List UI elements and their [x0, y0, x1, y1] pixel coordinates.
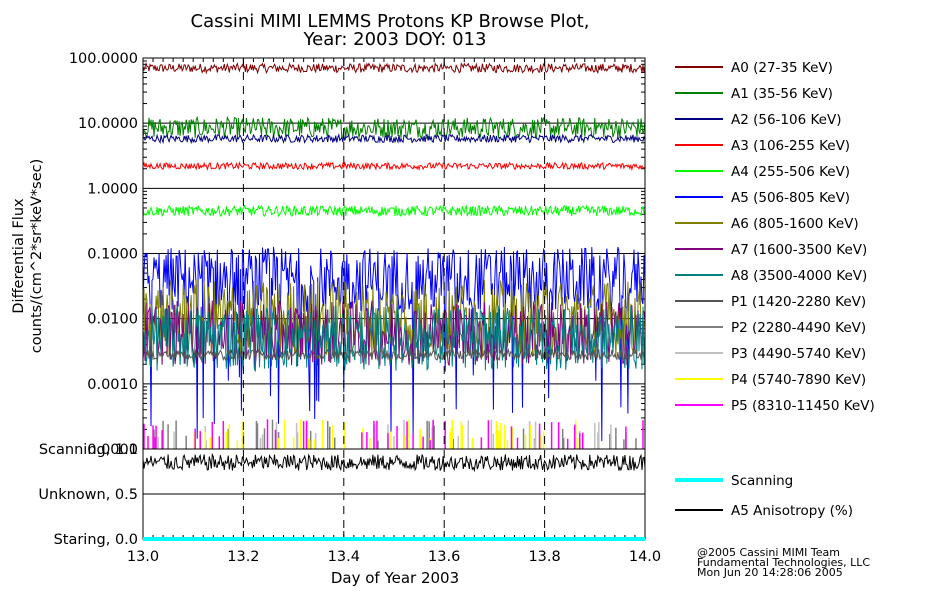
y-tick-label: 0.1000 — [87, 247, 138, 263]
status-tick-label: Unknown, 0.5 — [38, 487, 138, 503]
chart-title: Cassini MIMI LEMMS Protons KP Browse Plo… — [191, 11, 590, 32]
footer-copyright: @2005 Cassini MIMI Team — [697, 546, 840, 559]
series-line — [142, 203, 646, 218]
series-line — [143, 133, 646, 145]
series-line — [142, 115, 646, 140]
legend-label: Scanning — [731, 473, 793, 489]
x-tick-label: 13.2 — [227, 549, 259, 565]
y-axis-label-line1: Differential Flux — [11, 198, 27, 314]
y-axis-label-line2: counts/(cm^2*sr*keV*sec) — [29, 159, 45, 354]
legend-label: P2 (2280-4490 KeV) — [731, 320, 866, 336]
legend-label: P1 (1420-2280 KeV) — [731, 294, 866, 310]
series-line — [142, 300, 646, 367]
legend-label: P5 (8310-11450 KeV) — [731, 398, 875, 414]
series-line — [142, 61, 646, 75]
y-tick-label: 0.0001 — [87, 442, 138, 458]
y-tick-label: 100.0000 — [69, 51, 138, 67]
y-tick-label: 0.0010 — [87, 377, 138, 393]
status-tick-label: Scanning, 1.0 — [39, 442, 138, 458]
x-tick-label: 13.4 — [328, 549, 360, 565]
anisotropy-line — [142, 452, 646, 473]
status-tick-label: Staring, 0.0 — [54, 532, 138, 548]
x-tick-label: 13.6 — [428, 549, 460, 565]
legend-label: A4 (255-506 KeV) — [731, 164, 850, 180]
legend-label: A1 (35-56 KeV) — [731, 86, 833, 102]
x-tick-label: 13.0 — [127, 549, 159, 565]
flux-panel: 100.0000 10.0000 1.0000 0.1000 0.0100 0.0010 0… — [69, 51, 661, 565]
series-line — [142, 347, 646, 362]
series-line — [193, 419, 579, 449]
x-axis-label: Day of Year 2003 — [331, 569, 459, 587]
legend-label: A5 Anisotropy (%) — [731, 503, 853, 519]
series-line — [142, 279, 646, 358]
chart-subtitle: Year: 2003 DOY: 013 — [303, 29, 487, 50]
footer-timestamp: Mon Jun 20 14:28:06 2005 — [697, 566, 843, 579]
y-tick-label: 0.0100 — [87, 312, 138, 328]
legend-label: A2 (56-106 KeV) — [731, 112, 841, 128]
legend-label: A5 (506-805 KeV) — [731, 190, 850, 206]
legend: A0 (27-35 KeV) A1 (35-56 KeV) A2 (56-106 K… — [675, 60, 875, 519]
legend-label: A0 (27-35 KeV) — [731, 60, 833, 76]
legend-label: P4 (5740-7890 KeV) — [731, 372, 866, 388]
legend-label: A7 (1600-3500 KeV) — [731, 242, 867, 258]
series-line — [142, 161, 646, 172]
legend-label: A8 (3500-4000 KeV) — [731, 268, 867, 284]
x-tick-label: 14.0 — [629, 549, 661, 565]
series-line — [143, 419, 644, 449]
legend-label: A6 (805-1600 KeV) — [731, 216, 859, 232]
status-panel: Scanning, 1.0 Unknown, 0.5 Staring, 0.0 — [38, 442, 646, 548]
legend-label: A3 (106-255 KeV) — [731, 138, 850, 154]
y-tick-label: 10.0000 — [78, 116, 138, 132]
legend-label: P3 (4490-5740 KeV) — [731, 346, 866, 362]
footer-company: Fundamental Technologies, LLC — [697, 556, 870, 569]
y-tick-label: 1.0000 — [87, 181, 138, 197]
x-tick-label: 13.8 — [528, 549, 560, 565]
